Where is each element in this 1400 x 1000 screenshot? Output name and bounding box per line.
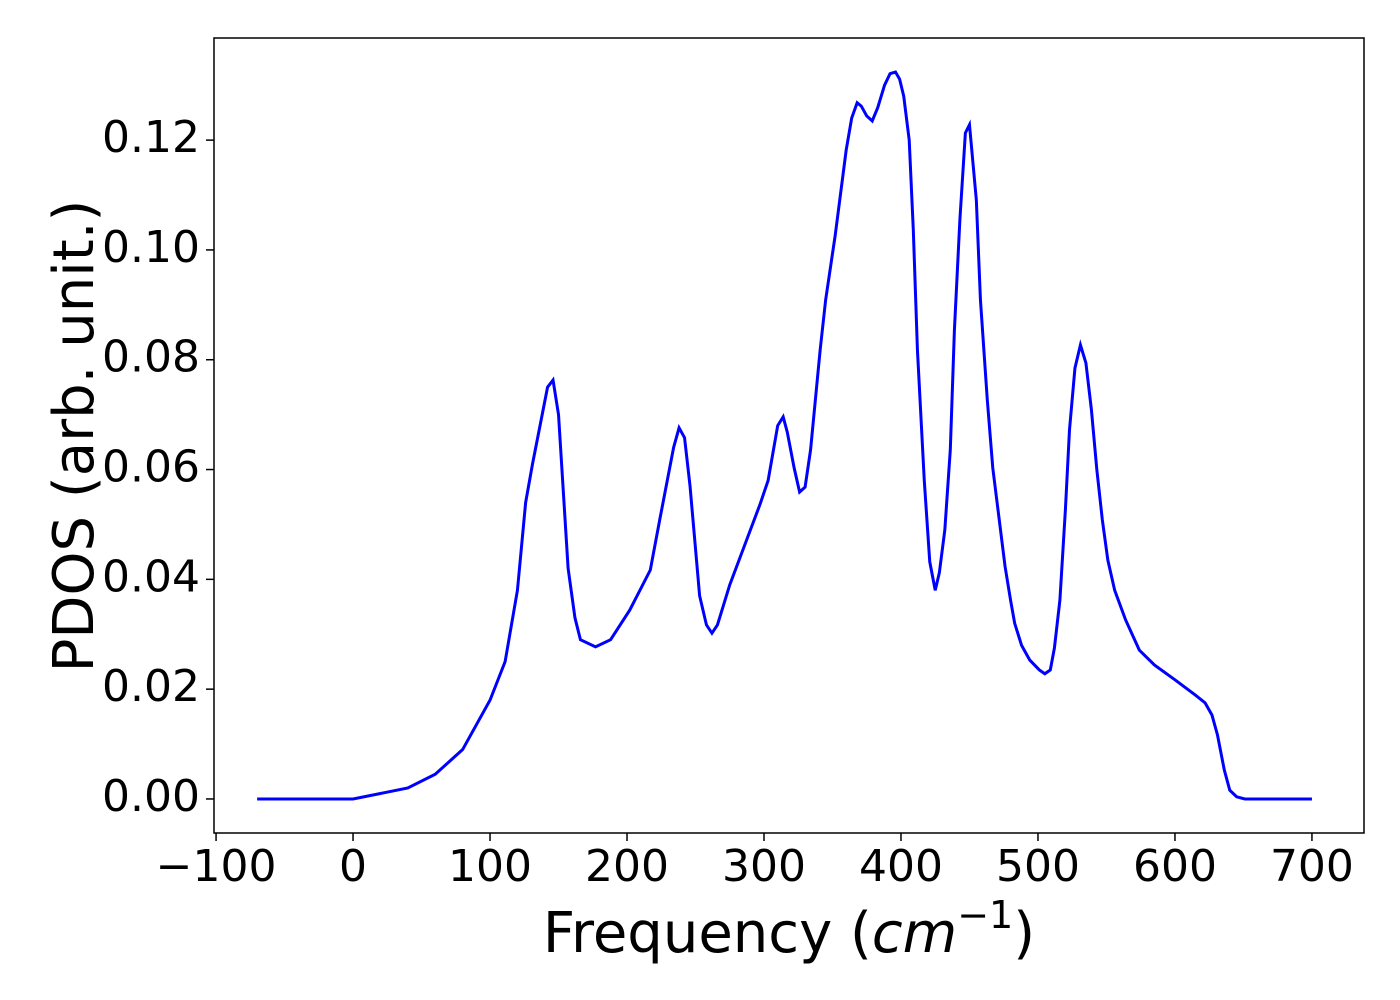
y-tick-label: 0.02 [102,661,200,712]
x-label-text: Frequency ( [543,901,872,966]
x-tick-label: 600 [1133,841,1217,892]
x-tick-label: 400 [859,841,943,892]
x-tick-label: 200 [585,841,669,892]
x-tick-label: 700 [1270,841,1354,892]
y-tick-label: 0.04 [102,551,200,602]
plot-frame [213,37,1365,834]
x-tick-label: 500 [996,841,1080,892]
x-label-unit: cm [872,901,957,966]
y-tick-label: 0.00 [102,771,200,822]
x-tick-label: 100 [448,841,532,892]
y-tick-label: 0.10 [102,222,200,273]
x-tick-label: 0 [339,841,367,892]
y-tick-label: 0.06 [102,442,200,493]
x-tick-label: −100 [156,841,277,892]
x-label-close: ) [1013,901,1035,966]
y-tick-label: 0.08 [102,332,200,383]
y-axis-label: PDOS (arb. unit.) [42,200,107,673]
x-tick-label: 300 [722,841,806,892]
x-label-exponent: −1 [957,893,1013,937]
y-tick-label: 0.12 [102,112,200,163]
data-line [257,70,1312,801]
x-axis-label: Frequency (cm−1) [543,893,1035,966]
